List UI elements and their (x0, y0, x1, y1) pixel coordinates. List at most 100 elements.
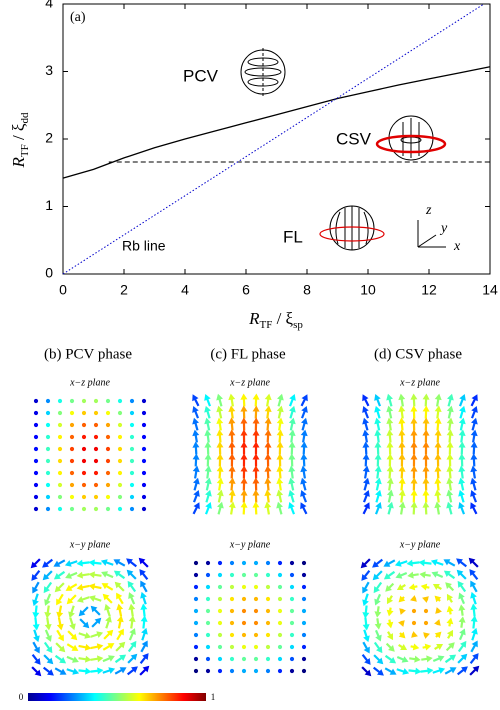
field-arrowhead (96, 655, 104, 663)
field-arrowhead (362, 624, 370, 631)
field-arrowhead (364, 669, 372, 677)
field-arrowhead (90, 605, 98, 613)
field-arrowhead (422, 596, 429, 603)
field-arrowhead (228, 405, 236, 412)
field-arrowhead (105, 615, 112, 623)
field-dot (81, 494, 87, 500)
field-arrowhead (204, 394, 211, 401)
field-arrowhead (394, 560, 402, 567)
field-arrowhead (228, 393, 236, 401)
field-arrowhead (362, 417, 369, 425)
field-dot (33, 446, 39, 452)
field-arrowhead (443, 559, 451, 566)
field-dot (253, 584, 259, 590)
field-arrowhead (458, 429, 466, 436)
field-arrowhead (228, 501, 236, 509)
field-arrowhead (362, 599, 369, 607)
field-dot (301, 596, 307, 602)
field-arrowhead (252, 429, 260, 436)
field-arrowhead (130, 640, 137, 648)
field-arrowhead (47, 669, 54, 676)
field-dot (81, 410, 87, 416)
field-arrowhead (76, 571, 84, 579)
field-dot (289, 656, 295, 662)
field-arrowhead (264, 501, 272, 509)
field-dot (217, 584, 223, 590)
field-arrowhead (252, 489, 260, 496)
field-arrowhead (410, 595, 417, 602)
field-arrowhead (141, 640, 148, 648)
field-arrowhead (458, 453, 466, 460)
field-arrowhead (410, 393, 418, 400)
field-arrowhead (44, 611, 52, 619)
field-arrowhead (204, 429, 212, 436)
field-arrowhead (412, 643, 420, 651)
field-dot (301, 572, 307, 578)
field-arrowhead (470, 441, 478, 448)
field-arrowhead (372, 573, 380, 581)
field-arrowhead (374, 611, 382, 618)
field-dot (117, 482, 123, 488)
field-arrowhead (228, 453, 236, 460)
field-dot (301, 560, 307, 566)
field-arrowhead (422, 417, 430, 424)
field-arrowhead (460, 653, 468, 661)
field-arrowhead (434, 477, 442, 484)
field-arrowhead (69, 623, 76, 631)
field-dot (241, 572, 247, 578)
panel-title: (d) CSV phase (374, 346, 462, 362)
field-arrowhead (240, 453, 248, 460)
field-arrowhead (446, 477, 454, 485)
field-dot (193, 632, 199, 638)
field-dot (33, 470, 39, 476)
field-arrowhead (96, 643, 104, 651)
field-dot (45, 470, 51, 476)
field-arrowhead (288, 465, 296, 472)
field-dot (289, 560, 295, 566)
field-dot (265, 620, 271, 626)
field-arrowhead (192, 417, 199, 425)
field-arrowhead (426, 655, 433, 663)
field-dot (93, 506, 99, 512)
field-dot (45, 422, 51, 428)
panel-title: (c) FL phase (210, 346, 286, 362)
field-arrowhead (216, 441, 224, 448)
field-arrowhead (363, 635, 370, 643)
field-dot (253, 608, 259, 614)
field-dot (301, 644, 307, 650)
field-arrowhead (216, 477, 224, 485)
field-arrowhead (446, 501, 453, 509)
field-arrowhead (42, 573, 50, 581)
field-arrowhead (192, 441, 200, 448)
field-dot (81, 398, 87, 404)
field-arrowhead (142, 653, 149, 660)
field-arrowhead (386, 405, 394, 413)
field-arrowhead (362, 453, 370, 460)
field-arrowhead (43, 586, 50, 594)
field-arrowhead (386, 441, 394, 448)
field-dot (45, 494, 51, 500)
field-arrowhead (116, 615, 124, 623)
field-arrowhead (410, 417, 418, 424)
field-arrowhead (32, 612, 40, 619)
field-dot (105, 410, 111, 416)
field-arrowhead (395, 572, 403, 579)
field-arrowhead (415, 667, 422, 675)
field-dot (129, 434, 135, 440)
field-arrowhead (88, 559, 95, 567)
field-arrowhead (471, 417, 478, 425)
field-arrowhead (116, 592, 123, 600)
field-arrowhead (276, 453, 284, 460)
field-dot (265, 572, 271, 578)
field-dot (193, 596, 199, 602)
field-arrowhead (288, 502, 295, 509)
field-arrowhead (458, 465, 466, 472)
field-dot (93, 398, 99, 404)
colorbar-label: 0 (19, 692, 24, 702)
field-dot (217, 596, 223, 602)
field-dot (193, 584, 199, 590)
y-tick-label: 0 (45, 265, 53, 281)
label-part: / ξ (272, 309, 293, 328)
field-arrowhead (240, 417, 248, 424)
field-arrowhead (54, 585, 62, 593)
